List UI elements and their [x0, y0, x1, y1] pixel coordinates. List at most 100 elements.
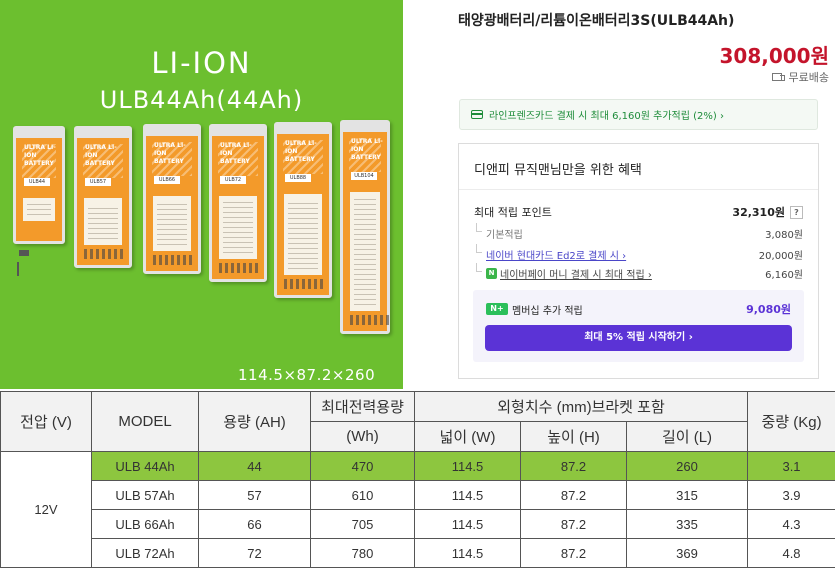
battery-brand: ULTRA LI-ION BATTERY [351, 138, 383, 161]
battery-model: ULB66 [154, 176, 180, 184]
header-height: 높이 (H) [520, 421, 627, 452]
weight-cell: 3.9 [747, 480, 835, 510]
points-item-value: 6,160원 [765, 270, 803, 281]
height-cell: 87.2 [520, 538, 627, 568]
points-item-label: 기본적립 [474, 223, 523, 241]
battery-barcode [350, 315, 390, 325]
power-cell: 780 [310, 538, 415, 568]
battery-brand: ULTRA LI-ION BATTERY [285, 140, 317, 163]
model-cell: ULB 66Ah [91, 509, 199, 539]
battery-image: ULTRA LI-ION BATTERY ULB57 [74, 126, 132, 268]
battery-image: ULTRA LI-ION BATTERY ULB88 [274, 122, 332, 298]
battery-image: ULTRA LI-ION BATTERY ULB72 [209, 124, 267, 282]
power-cell: 610 [310, 480, 415, 510]
model-cell: ULB 57Ah [91, 480, 199, 510]
height-cell: 87.2 [520, 451, 627, 481]
battery-barcode [219, 263, 259, 273]
battery-spec-label [84, 198, 122, 245]
header-capacity: 용량 (AH) [198, 391, 311, 452]
benefits-panel: 디앤피 뮤직맨님만을 위한 혜택 최대 적립 포인트 32,310원 ? 기본적… [458, 143, 819, 379]
width-cell: 114.5 [414, 480, 521, 510]
membership-value: 9,080원 [746, 303, 791, 316]
battery-image: ULTRA LI-ION BATTERY ULB104 [340, 120, 390, 334]
weight-cell: 3.1 [747, 451, 835, 481]
points-item-value: 3,080원 [765, 230, 803, 241]
length-cell: 369 [625, 538, 749, 568]
battery-barcode [153, 255, 193, 265]
battery-brand: ULTRA LI-ION BATTERY [154, 142, 186, 165]
shipping-label: 무료배송 [788, 71, 829, 84]
header-max-power: 최대전력용량 [310, 391, 415, 422]
header-weight: 중량 (Kg) [747, 391, 835, 452]
header-max-power-unit: (Wh) [310, 421, 415, 452]
battery-spec-label [219, 196, 257, 259]
table-row: ULB 72Ah 72 780 114.5 87.2 369 4.8 [1, 538, 835, 568]
power-cell: 470 [310, 451, 415, 481]
length-cell: 260 [625, 451, 749, 481]
length-cell: 335 [625, 509, 749, 539]
width-cell: 114.5 [414, 509, 521, 539]
battery-spec-label [153, 196, 191, 251]
bracket-bar [19, 250, 29, 256]
points-item-row: 네이버 현대카드 Ed2로 결제 시 › 20,000원 [474, 244, 803, 262]
naverpay-money-link[interactable]: 네이버페이 머니 결제 시 최대 적립 › [500, 270, 652, 281]
weight-cell: 4.8 [747, 538, 835, 568]
naverpay-icon: N [486, 268, 497, 279]
capacity-cell: 72 [198, 538, 311, 568]
battery-spec-label [23, 198, 55, 221]
benefits-title: 디앤피 뮤직맨님만을 위한 혜택 [474, 163, 642, 178]
capacity-cell: 66 [198, 509, 311, 539]
points-item-value: 20,000원 [758, 251, 803, 262]
capacity-cell: 57 [198, 480, 311, 510]
height-cell: 87.2 [520, 509, 627, 539]
product-title: 태양광배터리/리튬이온배터리3S(ULB44Ah) [458, 13, 735, 29]
membership-start-button[interactable]: 최대 5% 적립 시작하기 › [485, 325, 792, 351]
width-cell: 114.5 [414, 538, 521, 568]
battery-brand: ULTRA LI-ION BATTERY [85, 144, 117, 167]
weight-cell: 4.3 [747, 509, 835, 539]
credit-card-icon [471, 110, 483, 119]
points-item-row: 기본적립 3,080원 [474, 223, 803, 241]
power-cell: 705 [310, 509, 415, 539]
battery-barcode [84, 249, 124, 259]
membership-label: 멤버십 추가 적립 [512, 305, 583, 317]
battery-model: ULB57 [85, 178, 111, 186]
points-item-row: N 네이버페이 머니 결제 시 최대 적립 › 6,160원 [474, 263, 803, 281]
model-cell: ULB 44Ah [91, 451, 199, 481]
hero-title: LI-ION [151, 46, 252, 80]
header-model: MODEL [91, 391, 199, 452]
spec-table: 전압 (V) MODEL 용량 (AH) 최대전력용량 외형치수 (mm)브라켓… [0, 391, 835, 568]
battery-brand: ULTRA LI-ION BATTERY [24, 144, 56, 167]
divider [459, 189, 818, 190]
bracket-bar [17, 262, 19, 276]
naver-plus-icon: N+ [486, 303, 508, 315]
max-points-value: 32,310원 [732, 206, 785, 219]
table-row: ULB 66Ah 66 705 114.5 87.2 335 4.3 [1, 509, 835, 539]
battery-model: ULB72 [220, 176, 246, 184]
card-promo-banner[interactable]: 라인프렌즈카드 결제 시 최대 6,160원 추가적립 (2%) › [459, 99, 818, 130]
hyundai-card-link[interactable]: 네이버 현대카드 Ed2로 결제 시 › [486, 251, 627, 262]
membership-box: N+ 멤버십 추가 적립 9,080원 최대 5% 적립 시작하기 › [473, 290, 804, 362]
battery-spec-label [284, 194, 322, 275]
shipping-info: 무료배송 [771, 69, 829, 85]
height-cell: 87.2 [520, 480, 627, 510]
model-cell: ULB 72Ah [91, 538, 199, 568]
product-image[interactable]: LI-ION ULB44Ah(44Ah) ULTRA LI-ION BATTER… [0, 0, 403, 389]
battery-model: ULB104 [351, 172, 377, 180]
battery-spec-label [350, 192, 380, 311]
voltage-cell: 12V [0, 451, 92, 568]
capacity-cell: 44 [198, 451, 311, 481]
battery-image: ULTRA LI-ION BATTERY ULB44 [13, 126, 65, 244]
help-icon[interactable]: ? [790, 205, 803, 219]
hero-dimensions: 114.5×87.2×260 [238, 366, 376, 384]
battery-brand: ULTRA LI-ION BATTERY [220, 142, 252, 165]
width-cell: 114.5 [414, 451, 521, 481]
battery-model: ULB88 [285, 174, 311, 182]
product-price: 308,000원 [719, 44, 830, 68]
length-cell: 315 [625, 480, 749, 510]
header-width: 넓이 (W) [414, 421, 521, 452]
header-length: 길이 (L) [625, 421, 749, 452]
hero-subtitle: ULB44Ah(44Ah) [99, 86, 304, 114]
header-voltage: 전압 (V) [0, 391, 92, 452]
max-points-row: 최대 적립 포인트 32,310원 ? [474, 204, 803, 220]
